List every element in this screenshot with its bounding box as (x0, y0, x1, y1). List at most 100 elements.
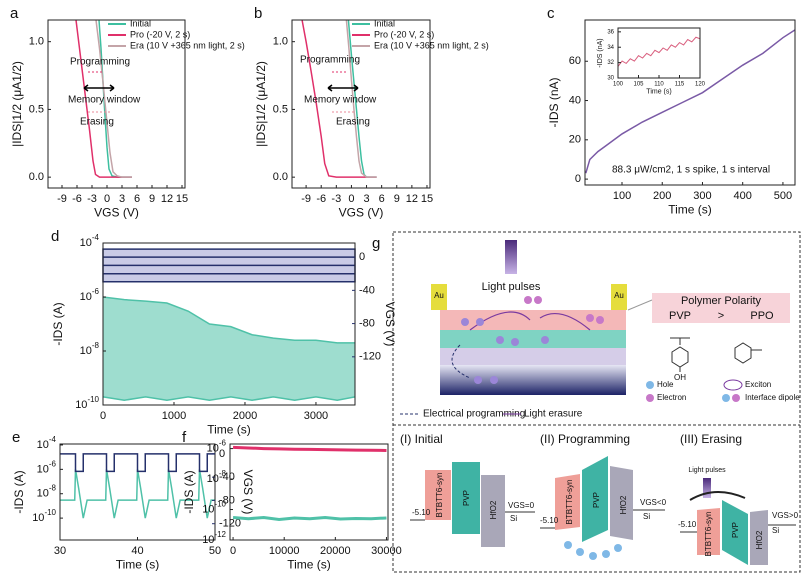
plot-frame (229, 443, 389, 541)
light-beam (703, 478, 711, 498)
x-tick-label: 40 (131, 545, 143, 557)
band (610, 466, 633, 540)
layer-label: Si (510, 514, 517, 523)
arrow (469, 311, 591, 331)
band (452, 462, 480, 534)
x-tick-label: 3000 (304, 410, 328, 422)
polarity-relation: > (718, 310, 724, 322)
bias-label: VGS<0 (640, 498, 667, 507)
ppo-structure (734, 342, 762, 364)
light-label: Light pulses (482, 281, 541, 293)
x-tick-label: 30000 (371, 545, 402, 557)
legend-dipole (732, 394, 740, 402)
x-axis-label: Time (s) (207, 422, 251, 436)
chart: 100 105 110 115 120 30 32 34 36 Time (s) -IDS (nA) (597, 27, 706, 96)
line (60, 469, 215, 519)
y-tick-label: 10-10 (202, 500, 226, 516)
y-axis-label: -IDS (A) (51, 302, 65, 345)
y-tick-label: 1.0 (29, 36, 44, 48)
layer-label: BTBTT6-syn (565, 480, 574, 525)
x-tick-label: 3 (119, 193, 125, 205)
annotation: Programming (70, 57, 130, 68)
x-tick-label: 9 (149, 193, 155, 205)
x-axis-label: VGS (V) (94, 205, 139, 219)
panel-frame (392, 231, 801, 573)
annotation: Memory window (68, 95, 141, 106)
arrow (451, 344, 471, 379)
legend-label: Pro (-20 V, 2 s) (130, 29, 190, 39)
panel-label: g (372, 235, 380, 252)
electrode-label: Au (614, 291, 624, 300)
layer-label: BTBTT6-syn (704, 512, 713, 557)
y-tick-label: 0.0 (273, 171, 288, 183)
pvp-structure (670, 337, 690, 372)
line (102, 396, 356, 402)
subpanel-title: (III) Erasing (680, 432, 742, 446)
y-tick-label: 10-8 (80, 341, 100, 357)
y-axis-label: -IDS (nA) (597, 38, 604, 67)
panel-label: d (51, 228, 59, 245)
legend-label: Exciton (745, 380, 771, 389)
panel-label: c (547, 5, 555, 22)
x-tick-label: 10000 (269, 545, 300, 557)
arrow (327, 84, 359, 92)
electron (524, 296, 532, 304)
y-axis-label: -IDS (A) (182, 470, 196, 513)
y-axis-label: -IDS (A) (12, 470, 26, 513)
band (425, 470, 451, 520)
hole (490, 376, 498, 384)
line (60, 453, 215, 473)
polarity-left: PVP (669, 310, 691, 322)
y-tick-label: 30 (607, 76, 614, 82)
x-tick-label: 1000 (162, 410, 186, 422)
oh-label: OH (674, 373, 686, 382)
y2-tick-label: -80 (219, 494, 235, 506)
x-tick-label: 6 (379, 193, 385, 205)
x-tick-label: 105 (633, 82, 644, 88)
legend-dipole (722, 394, 730, 402)
legend-label: Interface dipole (745, 393, 800, 402)
y2-tick-label: 0 (359, 251, 365, 263)
subpanel-title: (I) Initial (400, 432, 443, 446)
legend-exciton (723, 379, 743, 391)
y2-tick-label: -120 (359, 351, 381, 363)
x-tick-label: 0 (100, 410, 106, 422)
x-tick-label: 500 (774, 190, 792, 202)
x-axis-label: Time (s) (116, 557, 160, 571)
layer-si (440, 365, 626, 395)
plot-frame (47, 19, 186, 189)
y2-axis-label: VGS (V) (241, 470, 255, 515)
x-tick-label: -9 (301, 193, 311, 205)
polarity-box (652, 293, 790, 323)
legend-label: Initial (374, 18, 395, 28)
y-tick-label: 36 (607, 29, 614, 35)
x-tick-label: 110 (654, 82, 664, 88)
subpanel-title: (II) Programming (540, 432, 630, 446)
y-tick-label: 10-12 (202, 530, 226, 546)
x-tick-label: 6 (134, 193, 140, 205)
y-tick-label: 0.5 (29, 103, 44, 115)
annotation: 88.3 μW/cm2, 1 s spike, 1 s interval (612, 165, 770, 176)
x-tick-label: 300 (693, 190, 711, 202)
legend-label: Pro (-20 V, 2 s) (374, 29, 434, 39)
x-axis-label: Time (s) (668, 202, 712, 216)
legend-electron (646, 394, 654, 402)
y2-tick-label: -40 (359, 284, 375, 296)
band (722, 500, 748, 565)
layer-label: BTBTT6-syn (435, 473, 444, 518)
x-tick-label: 12 (406, 193, 418, 205)
electrode (431, 284, 447, 310)
electrode-label: Au (434, 291, 444, 300)
x-axis-label: Time (s) (287, 557, 331, 571)
y-tick-label: 0.0 (29, 171, 44, 183)
layer-label: Si (643, 512, 650, 521)
x-tick-label: -3 (87, 193, 97, 205)
chart: 0 1000 2000 300010-410-610-810-100-40-80-12… (51, 228, 397, 437)
y-tick-label: 10-10 (75, 395, 99, 411)
x-tick-label: 12 (161, 193, 173, 205)
x-tick-label: 9 (394, 193, 400, 205)
layer-label: Si (772, 526, 779, 535)
y-tick-label: 10-8 (37, 484, 57, 500)
layer-label: HfO2 (489, 500, 498, 519)
layer-label: PVP (462, 490, 471, 506)
